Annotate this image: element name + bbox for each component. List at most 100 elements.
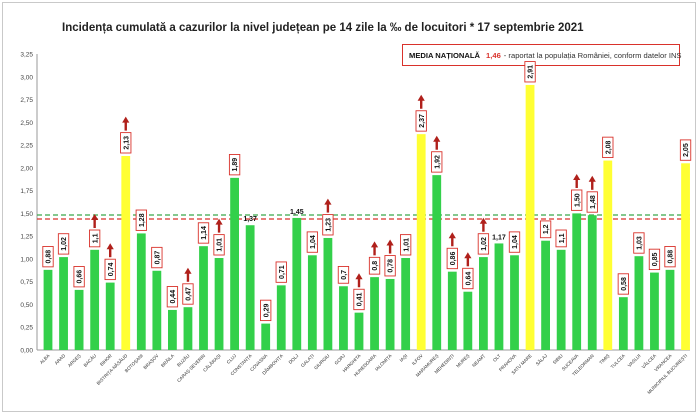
trend-up-arrow-head (215, 218, 223, 225)
bar (276, 285, 286, 350)
value-label-text: 0,7 (341, 270, 348, 280)
value-label: 1,01 (213, 234, 225, 256)
trend-up-arrow-head (417, 94, 425, 101)
value-label-box (446, 247, 458, 270)
value-label-box (679, 139, 692, 161)
category-label: BRAȘOV (142, 353, 160, 371)
category-label: TIMIȘ (598, 353, 610, 365)
bar (152, 270, 162, 350)
trend-up-arrow-shaft (124, 121, 127, 131)
value-label-text: 0,87 (154, 251, 161, 265)
value-label-box (431, 151, 443, 173)
trend-up-arrow-head (464, 252, 472, 259)
value-label-box (617, 273, 629, 295)
category-label: IAȘI (399, 353, 409, 363)
value-label-box (368, 256, 381, 275)
value-label: 0,74 (104, 258, 116, 281)
trend-up-arrow-head (106, 243, 114, 250)
bar (230, 177, 239, 350)
trend-up-arrow-shaft (109, 248, 112, 258)
value-label: 1,50 (571, 189, 583, 211)
category-label: BRĂILA (159, 352, 175, 368)
bar (603, 160, 613, 350)
bar (59, 257, 68, 350)
bar (494, 243, 504, 350)
chart-title: Incidența cumulată a cazurilor la nivel … (62, 22, 584, 34)
trend-up-arrow-head (355, 273, 363, 280)
value-label-box (89, 229, 101, 248)
value-label-text: 1,50 (574, 193, 581, 207)
bar (525, 84, 535, 350)
value-label: 1,02 (477, 233, 490, 255)
value-label-text: 0,71 (279, 265, 286, 279)
y-tick-label: 1,50 (20, 211, 33, 218)
bar (447, 271, 457, 350)
trend-up-arrow-shaft (388, 244, 392, 254)
value-label-box (508, 231, 521, 253)
value-label-box (477, 233, 490, 255)
value-label-text: 0,74 (108, 262, 115, 276)
value-label: 0,8 (368, 256, 381, 275)
value-label-box (135, 209, 147, 231)
bar (292, 217, 302, 350)
value-label-box (524, 61, 536, 83)
category-label: MUREȘ (455, 353, 470, 368)
y-tick-label: 1,25 (20, 234, 33, 241)
legend-value: 1,46 (486, 50, 501, 60)
value-label: 0,47 (182, 283, 194, 305)
value-label-text: 1,02 (61, 237, 68, 251)
value-label-text: 0,88 (46, 250, 53, 264)
value-label-box (120, 132, 132, 154)
value-label-box (633, 232, 645, 254)
value-label: 0,71 (275, 261, 287, 283)
bar (261, 323, 271, 350)
bar (634, 256, 644, 350)
trend-up-arrow-shaft (93, 219, 96, 229)
category-label: ARGEȘ (67, 353, 82, 368)
value-label-text: 0,41 (357, 293, 364, 307)
value-label: 1,03 (633, 232, 645, 254)
bar (74, 289, 84, 350)
bar (105, 282, 115, 350)
chart-frame (2, 2, 696, 412)
value-label-box (197, 222, 210, 244)
trend-up-arrow-shaft (326, 203, 330, 213)
bar (214, 258, 224, 350)
trend-up-arrow-head (184, 267, 192, 274)
value-label-box (213, 234, 225, 256)
value-label-text: 0,78 (388, 259, 395, 273)
value-label: 0,88 (42, 246, 54, 268)
category-label: DOLJ (288, 353, 300, 365)
bar (479, 257, 488, 350)
value-label-box (664, 246, 676, 268)
value-label-box (104, 258, 116, 281)
value-label: 1,1 (89, 229, 101, 248)
value-label: 1,28 (135, 209, 147, 231)
category-label: CLUJ (226, 353, 238, 365)
trend-up-arrow-shaft (591, 180, 594, 190)
value-label-text: 1,92 (434, 155, 441, 169)
value-label: 2,91 (524, 61, 536, 83)
value-label: 0,86 (446, 247, 458, 270)
value-label-text: 1,14 (201, 226, 208, 240)
value-label-box (399, 234, 412, 256)
value-label-text: 0,44 (170, 290, 177, 304)
trend-up-arrow-head (370, 241, 379, 248)
trend-up-arrow-head (324, 198, 332, 205)
value-label-text: 1,01 (217, 238, 224, 252)
value-label-box (384, 255, 396, 277)
value-label-text: 1,23 (326, 218, 333, 232)
trend-up-arrow-head (91, 214, 99, 221)
bar (463, 291, 473, 350)
value-label-text: 1,02 (481, 237, 488, 251)
trend-up-arrow-head (479, 217, 487, 224)
bar (370, 277, 379, 350)
y-tick-label: 1,75 (20, 188, 33, 195)
value-label-text: 1,48 (590, 195, 597, 209)
value-label: 1,89 (228, 154, 241, 176)
bar (432, 175, 442, 350)
value-label: 1,1 (555, 229, 567, 248)
bar (665, 269, 675, 350)
value-label-text: 0,66 (77, 270, 84, 284)
